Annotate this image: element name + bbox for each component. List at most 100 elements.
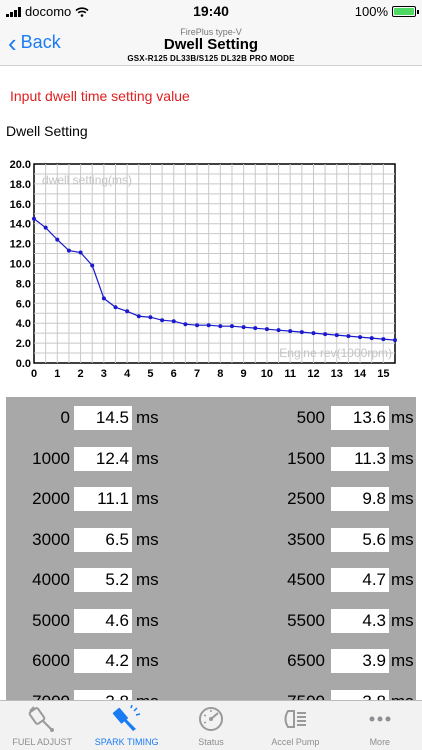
chart-data-point — [276, 328, 281, 333]
dwell-value-field[interactable]: 5.6 — [331, 527, 389, 552]
dwell-value-field[interactable]: 3.9 — [331, 649, 389, 673]
tab-spark-timing[interactable]: SPARK TIMING — [84, 701, 168, 750]
unit-label: ms — [391, 489, 414, 508]
chart-x-tick-label: 10 — [261, 368, 273, 380]
instruction-text: Input dwell time setting value — [10, 88, 190, 104]
chart-y-tick-label: 6.0 — [16, 298, 31, 310]
dwell-value-field[interactable]: 4.6 — [74, 608, 132, 633]
headlight-icon — [280, 705, 310, 738]
more-dots-icon — [365, 705, 395, 738]
clock: 19:40 — [193, 3, 229, 19]
chart-y-tick-label: 14.0 — [10, 219, 31, 231]
chart-data-point — [264, 327, 269, 332]
chart-x-axis-label: Engine rev(1000rpm) — [279, 346, 392, 360]
carrier-label: docomo — [25, 4, 72, 19]
chart-data-point — [393, 338, 397, 343]
chart-data-point — [381, 337, 386, 342]
chart-title: dwell setting(ms) — [42, 173, 132, 187]
rpm-label: 6000 — [32, 651, 70, 670]
rpm-label: 4000 — [32, 570, 70, 589]
unit-label: ms — [391, 692, 414, 701]
tab-label: Status — [198, 737, 224, 747]
chart-x-tick-label: 7 — [194, 368, 200, 380]
chart-y-tick-label: 2.0 — [16, 338, 31, 350]
nav-mode: GSX-R125 DL33B/S125 DL32B PRO MODE — [127, 54, 295, 63]
chart-data-point — [101, 296, 106, 301]
rpm-label: 5000 — [32, 610, 70, 630]
dwell-value-field[interactable]: 3.8 — [331, 689, 389, 700]
dwell-value-field[interactable]: 5.2 — [74, 568, 132, 592]
dwell-value-field[interactable]: 9.8 — [331, 487, 389, 511]
chart-x-tick-label: 13 — [331, 368, 343, 380]
chart-data-point — [148, 315, 153, 320]
rpm-label: 1000 — [32, 448, 70, 468]
chart-data-point — [288, 329, 293, 334]
battery-icon — [392, 6, 419, 17]
page-title: Dwell Setting — [163, 36, 259, 53]
dwell-value-field[interactable]: 6.5 — [74, 527, 132, 552]
dwell-value-field[interactable]: 4.2 — [74, 649, 132, 673]
chart-data-point — [113, 305, 118, 310]
chart-data-point — [206, 323, 211, 328]
unit-label: ms — [136, 570, 159, 589]
tab-status[interactable]: Status — [169, 701, 253, 750]
chart-x-tick-label: 3 — [101, 368, 107, 380]
unit-label: ms — [136, 651, 159, 670]
tab-accel-pump[interactable]: Accel Pump — [253, 701, 337, 750]
unit-label: ms — [136, 448, 159, 468]
status-bar: docomo 19:40 100% — [0, 0, 422, 22]
tab-label: SPARK TIMING — [94, 737, 159, 747]
unit-label: ms — [136, 489, 159, 508]
rpm-label: 6500 — [287, 651, 325, 670]
rpm-label: 1500 — [287, 448, 325, 468]
chart-data-point — [136, 314, 141, 319]
nav-subtitle: FirePlus type-V — [180, 27, 242, 37]
tab-fuel-adjust[interactable]: FUEL ADJUST — [0, 701, 84, 750]
chart-x-tick-label: 12 — [307, 368, 319, 380]
tab-bar: FUEL ADJUST SPARK TIMING Status Accel Pump M… — [0, 700, 422, 750]
back-button[interactable]: ‹ Back — [8, 27, 61, 58]
chart-data-point — [125, 309, 130, 314]
section-label: Dwell Setting — [6, 123, 88, 139]
dwell-value-field[interactable]: 13.6 — [331, 406, 389, 430]
spark-plug-icon — [112, 704, 142, 738]
tab-more[interactable]: More — [338, 701, 422, 750]
unit-label: ms — [136, 610, 159, 630]
chevron-left-icon: ‹ — [8, 27, 17, 58]
wifi-icon — [75, 6, 89, 17]
table-row: 70003.8ms75003.8ms — [6, 689, 416, 701]
dwell-chart: 0.0 2.0 4.0 6.0 8.0 10.0 12.0 14.0 16.0 18.0 20.0 0… — [0, 155, 422, 380]
chart-data-point — [299, 330, 304, 335]
chart-y-tick-label: 18.0 — [10, 179, 31, 191]
chart-x-tick-label: 8 — [217, 368, 223, 380]
chart-x-tick-label: 5 — [147, 368, 153, 380]
chart-data-point — [32, 216, 36, 221]
dwell-value-field[interactable]: 3.8 — [74, 689, 132, 700]
dwell-value-field[interactable]: 14.5 — [74, 406, 132, 430]
chart-data-point — [90, 263, 95, 268]
chart-data-point — [358, 335, 363, 340]
dwell-value-field[interactable]: 4.3 — [331, 608, 389, 633]
unit-label: ms — [391, 570, 414, 589]
rpm-label: 2500 — [287, 489, 325, 508]
unit-label: ms — [136, 408, 159, 427]
dwell-value-field[interactable]: 12.4 — [74, 446, 132, 471]
dwell-value-field[interactable]: 11.1 — [74, 487, 132, 511]
chart-data-point — [369, 336, 374, 341]
dwell-value-field[interactable]: 4.7 — [331, 568, 389, 592]
unit-label: ms — [136, 692, 159, 701]
rpm-label: 7000 — [6, 692, 70, 701]
unit-label: ms — [391, 651, 414, 670]
signal-icon — [6, 6, 21, 17]
chart-x-tick-label: 15 — [377, 368, 389, 380]
chart-x-tick-label: 11 — [284, 368, 296, 380]
battery-percent: 100% — [354, 4, 388, 19]
rpm-label: 4500 — [287, 570, 325, 589]
table-row: 3000 6.5 ms 3500 5.6 ms — [6, 527, 416, 552]
injector-icon — [27, 705, 57, 738]
chart-x-tick-label: 1 — [54, 368, 60, 380]
chart-y-tick-label: 10.0 — [10, 259, 31, 271]
unit-label: ms — [391, 610, 414, 630]
dwell-value-field[interactable]: 11.3 — [331, 446, 389, 471]
chart-data-point — [43, 225, 48, 230]
